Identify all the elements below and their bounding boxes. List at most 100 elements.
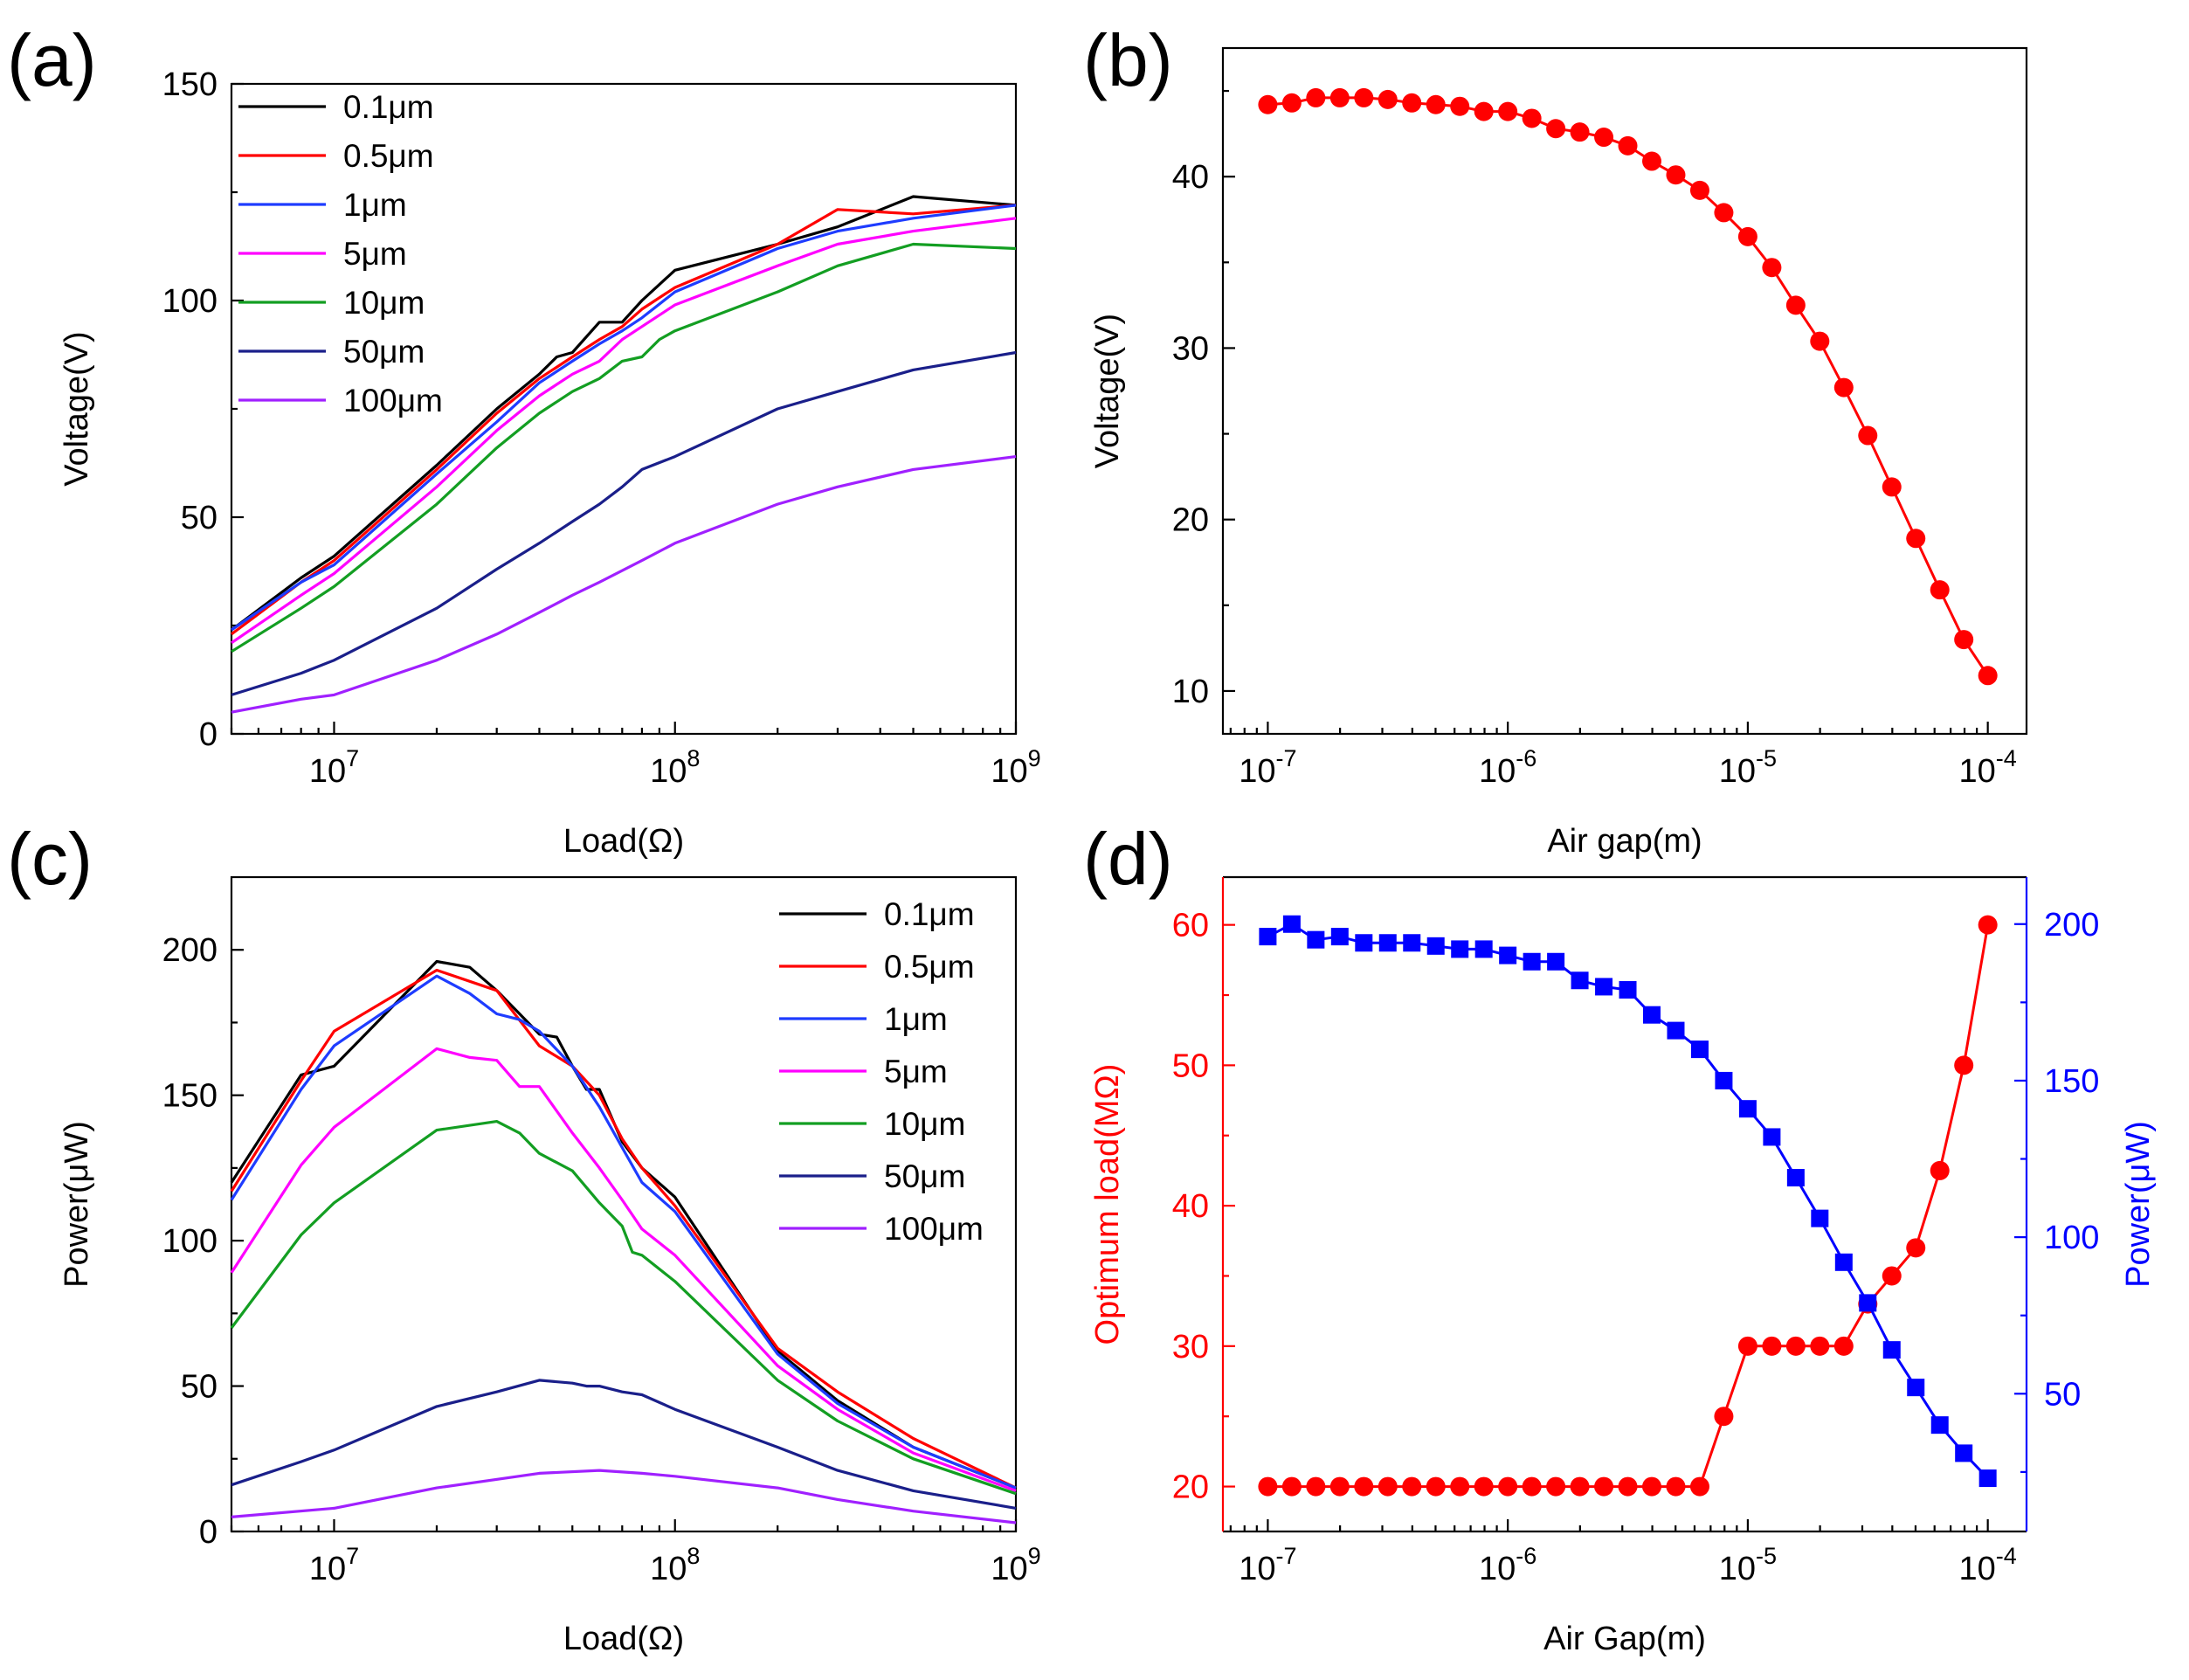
legend-label-0-1um: 0.1μm xyxy=(884,896,975,932)
c-series-line-50um xyxy=(231,1379,1017,1510)
d-x-axis-label: Air Gap(m) xyxy=(1543,1621,1706,1657)
d-load-point xyxy=(1737,1336,1757,1356)
d-power-point xyxy=(1955,1444,1973,1462)
a-y-tick-label: 150 xyxy=(162,66,218,103)
d-load-point xyxy=(1570,1476,1590,1497)
d-right-tick-label: 100 xyxy=(2044,1220,2099,1256)
b-data-point xyxy=(1281,93,1302,113)
d-load-point xyxy=(1930,1160,1950,1180)
panel-label-d: (d) xyxy=(1083,818,1173,900)
b-data-point xyxy=(1810,331,1830,351)
a-legend: 0.1μm 0.5μm 1μm 5μm 10μm 50μm 100μm xyxy=(238,89,443,418)
d-load-point xyxy=(1762,1336,1782,1356)
d-load-point xyxy=(1258,1476,1278,1497)
d-load-point xyxy=(1402,1476,1422,1497)
b-data-point xyxy=(1954,630,1974,650)
d-load-point xyxy=(1666,1476,1686,1497)
d-power-point xyxy=(1882,1341,1901,1359)
chart-c-power-vs-load: 0 50 100 150 200 107 108 109 Load(Ω) Power(μW) 0.1… xyxy=(59,875,1041,1657)
chart-b-voltage-vs-air-gap: 10 20 30 40 10-7 10-6 10-5 10-4 Air gap(m) Voltag… xyxy=(1089,46,2028,860)
d-load-point xyxy=(1546,1476,1566,1497)
d-load-point xyxy=(1618,1476,1638,1497)
d-x-tick-label: 10-5 xyxy=(1719,1543,1777,1587)
c-series-line-1um xyxy=(230,974,1017,1490)
c-y-tick-label: 150 xyxy=(162,1078,218,1115)
d-left-axis-label: Optimum load(MΩ) xyxy=(1089,1064,1126,1345)
b-x-tick-label: 10-7 xyxy=(1239,745,1296,790)
d-load-point xyxy=(1594,1476,1614,1497)
a-y-tick-label: 100 xyxy=(162,283,218,320)
d-power-point xyxy=(1667,1021,1685,1040)
b-data-point xyxy=(1930,580,1950,600)
a-x-tick-label: 109 xyxy=(991,745,1040,790)
legend-label-10um: 10μm xyxy=(884,1106,965,1142)
d-left-tick-label: 50 xyxy=(1172,1047,1209,1084)
d-power-point xyxy=(1474,940,1493,958)
d-load-point xyxy=(1426,1476,1446,1497)
b-data-point xyxy=(1522,108,1542,128)
a-series-line-10um xyxy=(231,242,1017,653)
c-series-line-100um xyxy=(231,1469,1017,1524)
b-data-point xyxy=(1762,258,1782,278)
b-data-point xyxy=(1858,425,1878,446)
d-power-point xyxy=(1930,1416,1949,1435)
panel-label-b: (b) xyxy=(1083,19,1173,101)
a-series-line-100um xyxy=(231,455,1017,714)
legend-label-5um: 5μm xyxy=(343,236,407,272)
d-power-point xyxy=(1282,915,1301,933)
d-x-tick-label: 10-4 xyxy=(1959,1543,2017,1587)
d-load-point xyxy=(1306,1476,1326,1497)
a-series-line-50um xyxy=(231,350,1017,696)
b-data-point xyxy=(1689,180,1709,200)
b-data-point xyxy=(1882,477,1902,497)
b-data-point xyxy=(1474,101,1494,121)
d-load-point xyxy=(1882,1266,1902,1286)
b-y-tick-label: 20 xyxy=(1172,502,1209,539)
d-load-point xyxy=(1450,1476,1470,1497)
d-load-point xyxy=(1474,1476,1494,1497)
d-load-point xyxy=(1378,1476,1398,1497)
b-data-point xyxy=(1354,87,1374,107)
d-power-point xyxy=(1690,1040,1709,1059)
d-load-point xyxy=(1906,1238,1926,1258)
chart-a-voltage-vs-load: 0 50 100 150 107 108 109 Load(Ω) Voltage(V) 0.1μm… xyxy=(59,66,1041,860)
a-series-line-0-1um xyxy=(231,195,1017,632)
d-right-tick-label: 50 xyxy=(2044,1376,2081,1413)
c-y-tick-label: 200 xyxy=(162,932,218,969)
d-right-tick-label: 200 xyxy=(2044,907,2099,944)
d-power-point xyxy=(1907,1379,1925,1397)
b-data-point xyxy=(1570,122,1590,142)
legend-label-0-1um: 0.1μm xyxy=(343,89,434,125)
legend-label-100um: 100μm xyxy=(884,1211,984,1247)
c-x-tick-label: 107 xyxy=(309,1543,359,1587)
d-power-point xyxy=(1834,1253,1853,1271)
d-power-point xyxy=(1499,946,1517,964)
d-load-point xyxy=(1954,1055,1974,1075)
a-y-axis-label: Voltage(V) xyxy=(59,331,95,486)
legend-label-1um: 1μm xyxy=(343,187,407,223)
a-x-tick-label: 107 xyxy=(309,745,359,790)
b-data-point xyxy=(1258,94,1278,114)
c-x-tick-label: 109 xyxy=(991,1543,1040,1587)
b-data-point xyxy=(1426,94,1446,114)
d-power-point xyxy=(1643,1006,1661,1024)
a-series-line-1um xyxy=(231,204,1017,632)
legend-label-100um: 100μm xyxy=(343,383,443,418)
c-series-line-5um xyxy=(230,1047,1017,1492)
d-power-point xyxy=(1859,1294,1877,1312)
d-power-point xyxy=(1738,1100,1757,1118)
d-power-point xyxy=(1378,934,1397,952)
a-series-line-5um xyxy=(231,217,1017,645)
a-y-tick-label: 0 xyxy=(199,716,218,753)
legend-label-0-5um: 0.5μm xyxy=(343,138,434,174)
b-data-point xyxy=(1833,377,1854,398)
d-power-point xyxy=(1330,928,1349,946)
legend-label-0-5um: 0.5μm xyxy=(884,949,975,985)
d-power-point xyxy=(1523,952,1541,971)
b-data-point xyxy=(1546,119,1566,139)
d-power-point xyxy=(1978,1469,1997,1488)
d-x-tick-label: 10-7 xyxy=(1239,1543,1296,1587)
a-x-axis-label: Load(Ω) xyxy=(563,823,684,860)
panel-label-a: (a) xyxy=(7,19,97,101)
b-data-point xyxy=(1594,128,1614,148)
